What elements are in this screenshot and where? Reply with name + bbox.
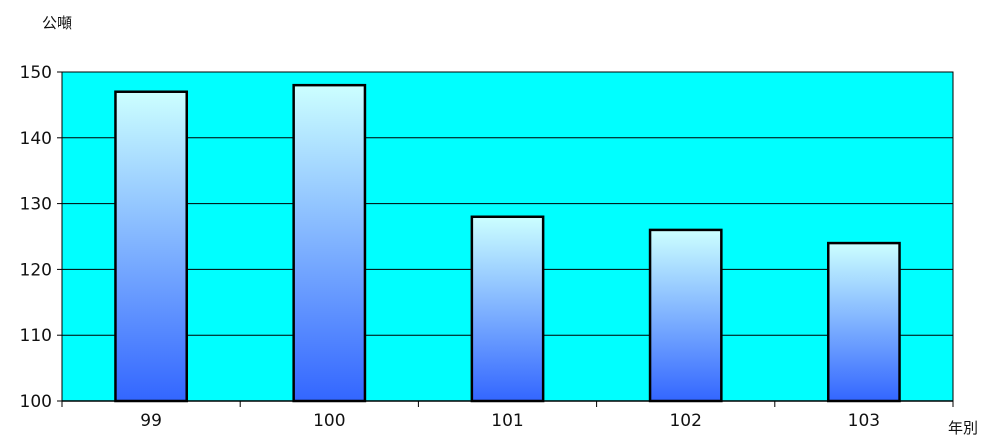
y-tick-label: 150 <box>20 63 52 83</box>
x-tick-label: 101 <box>491 411 523 431</box>
bar-100 <box>292 83 367 403</box>
bar-99 <box>114 90 188 403</box>
x-tick-label: 100 <box>313 411 345 431</box>
x-tick-label: 99 <box>140 411 162 431</box>
y-tick-label: 130 <box>20 195 52 215</box>
x-tick-label: 102 <box>669 411 701 431</box>
y-axis-ticks: 100 110 120 130 140 150 <box>20 63 62 412</box>
y-tick-label: 100 <box>20 392 52 412</box>
bar-103 <box>827 241 901 403</box>
x-axis-unit-label: 年別 <box>948 419 978 437</box>
bars <box>114 83 901 403</box>
y-tick-label: 110 <box>20 326 52 346</box>
x-tick-label: 103 <box>848 411 880 431</box>
bar-102 <box>648 228 723 403</box>
y-tick-label: 120 <box>20 260 52 280</box>
y-axis-unit-label: 公噸 <box>42 14 72 32</box>
bar-101 <box>470 215 545 403</box>
y-tick-label: 140 <box>20 129 52 149</box>
x-axis-ticks: 99 100 101 102 103 <box>61 401 954 431</box>
